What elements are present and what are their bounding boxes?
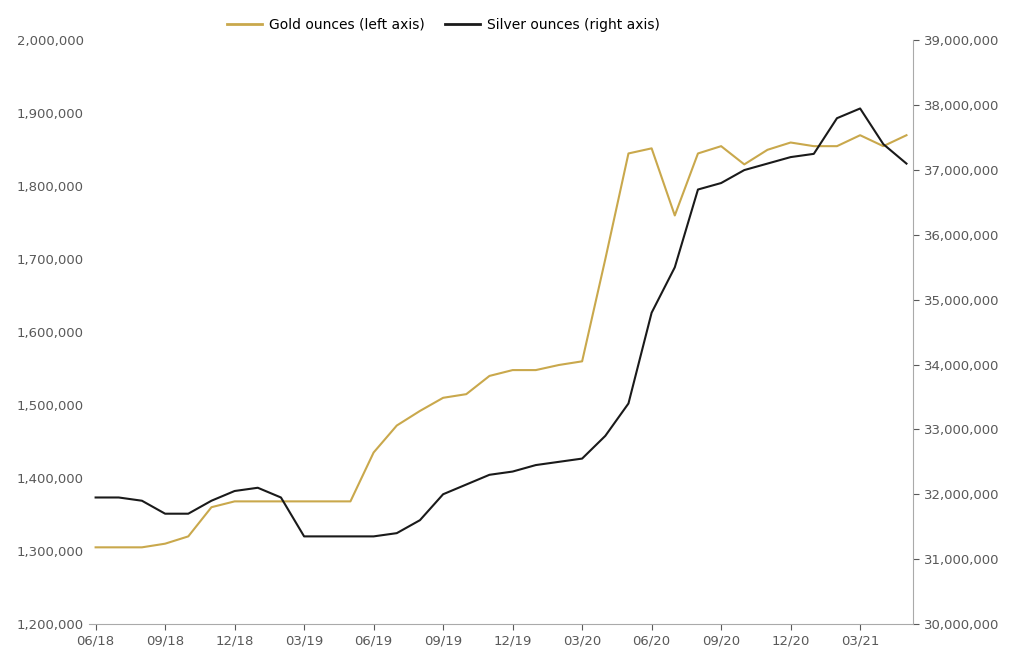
Legend: Gold ounces (left axis), Silver ounces (right axis): Gold ounces (left axis), Silver ounces (… <box>221 13 665 37</box>
